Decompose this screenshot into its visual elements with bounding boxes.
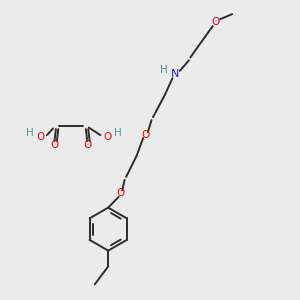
Text: O: O [116, 188, 124, 198]
Text: N: N [171, 69, 180, 79]
Text: O: O [83, 140, 92, 150]
Text: O: O [212, 16, 220, 27]
Text: H: H [115, 128, 122, 138]
Text: H: H [26, 128, 34, 138]
Text: H: H [160, 65, 168, 75]
Text: O: O [141, 130, 150, 140]
Text: O: O [36, 132, 44, 142]
Text: O: O [50, 140, 59, 150]
Text: O: O [103, 132, 111, 142]
